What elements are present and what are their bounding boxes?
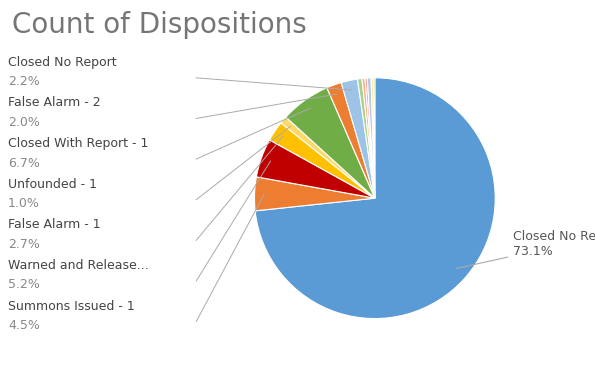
Text: Closed With Report - 1: Closed With Report - 1 xyxy=(8,137,149,150)
Text: False Alarm - 2: False Alarm - 2 xyxy=(8,97,101,109)
Wedge shape xyxy=(327,83,375,198)
Text: Warned and Release...: Warned and Release... xyxy=(8,259,149,272)
Wedge shape xyxy=(341,79,375,198)
Text: 1.0%: 1.0% xyxy=(8,197,40,210)
Wedge shape xyxy=(281,117,375,198)
Text: Unfounded - 1: Unfounded - 1 xyxy=(8,178,97,191)
Wedge shape xyxy=(255,177,375,211)
Text: 4.5%: 4.5% xyxy=(8,319,40,332)
Text: Summons Issued - 1: Summons Issued - 1 xyxy=(8,299,135,313)
Wedge shape xyxy=(371,78,375,198)
Text: Closed No Report: Closed No Report xyxy=(8,56,117,69)
Text: 2.7%: 2.7% xyxy=(8,238,40,251)
Text: 2.0%: 2.0% xyxy=(8,116,40,129)
Text: False Alarm - 1: False Alarm - 1 xyxy=(8,218,101,231)
Wedge shape xyxy=(367,78,375,198)
Wedge shape xyxy=(286,88,375,198)
Text: 6.7%: 6.7% xyxy=(8,157,40,170)
Wedge shape xyxy=(270,123,375,198)
Text: 2.2%: 2.2% xyxy=(8,75,40,88)
Wedge shape xyxy=(365,78,375,198)
Text: Count of Dispositions: Count of Dispositions xyxy=(12,11,306,39)
Wedge shape xyxy=(256,140,375,198)
Wedge shape xyxy=(373,78,375,198)
Text: 5.2%: 5.2% xyxy=(8,279,40,291)
Wedge shape xyxy=(362,78,375,198)
Text: Closed No Report
73.1%: Closed No Report 73.1% xyxy=(456,230,595,268)
Wedge shape xyxy=(255,78,495,319)
Wedge shape xyxy=(358,79,375,198)
